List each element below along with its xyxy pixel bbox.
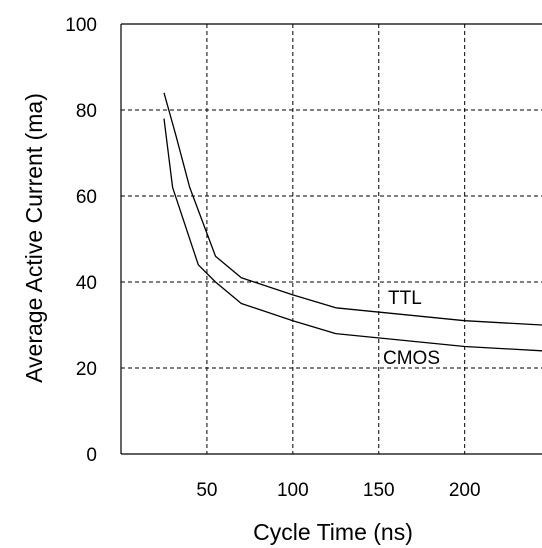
y-tick-label: 60 bbox=[76, 187, 97, 208]
tick-labels: 0 20 40 60 80 100 50 100 150 200 bbox=[65, 15, 480, 501]
x-tick-label: 150 bbox=[363, 480, 395, 501]
x-tick-label: 200 bbox=[449, 480, 481, 501]
plot-frame bbox=[120, 23, 542, 455]
series-line-ttl bbox=[163, 92, 542, 326]
x-tick-label: 50 bbox=[196, 480, 217, 501]
series-label-cmos: CMOS bbox=[383, 348, 440, 369]
y-tick-label: 80 bbox=[76, 101, 97, 122]
y-tick-label: 100 bbox=[65, 15, 97, 36]
grid bbox=[121, 24, 542, 454]
x-axis-title: Cycle Time (ns) bbox=[253, 519, 413, 545]
series-line-cmos bbox=[163, 118, 542, 352]
series-lines bbox=[163, 92, 542, 352]
series-label-ttl: TTL bbox=[388, 288, 422, 309]
x-tick-label: 100 bbox=[277, 480, 309, 501]
y-tick-label: 0 bbox=[86, 445, 97, 466]
y-tick-label: 40 bbox=[76, 273, 97, 294]
y-axis-title: Average Active Current (ma) bbox=[21, 93, 47, 383]
y-tick-label: 20 bbox=[76, 359, 97, 380]
